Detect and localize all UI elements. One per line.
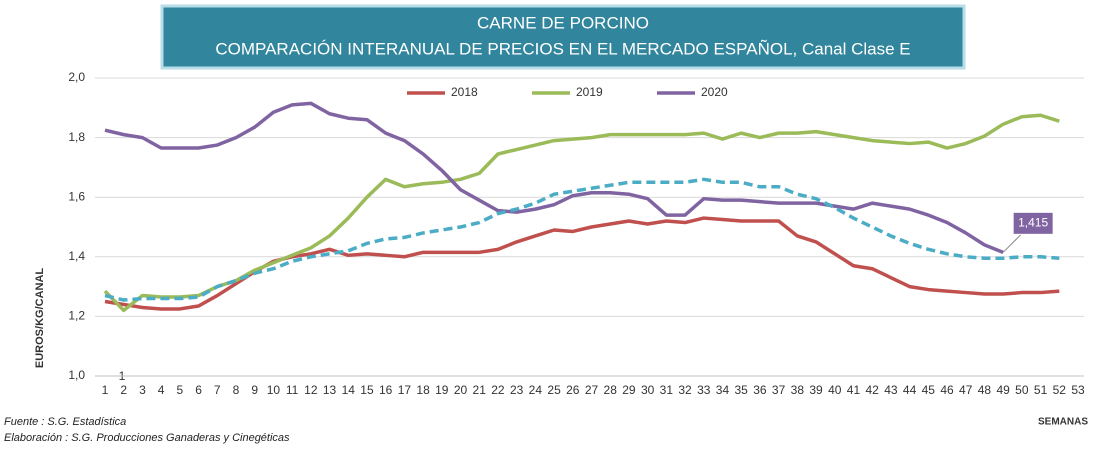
x-tick-label: 30 (641, 383, 655, 397)
x-tick-label: 34 (716, 383, 730, 397)
series-line (104, 177, 1060, 302)
x-tick-label: 48 (978, 383, 992, 397)
x-tick-label: 1 (102, 383, 109, 397)
x-tick-label: 13 (323, 383, 337, 397)
x-tick-label: 43 (884, 383, 898, 397)
y-axis-label: EUROS/KG/CANAL (34, 268, 46, 369)
x-tick-label: 3 (139, 383, 146, 397)
x-tick-label: 49 (996, 383, 1010, 397)
legend-label: 2020 (701, 85, 728, 99)
x-tick-label: 52 (1053, 383, 1067, 397)
x-tick-label: 20 (454, 383, 468, 397)
x-tick-label: 8 (233, 383, 240, 397)
x-tick-label: 5 (177, 383, 184, 397)
x-tick-label: 37 (772, 383, 786, 397)
x-tick-label: 53 (1071, 383, 1085, 397)
x-tick-label: 19 (435, 383, 449, 397)
legend-label: 2019 (576, 85, 603, 99)
x-tick-label: 51 (1034, 383, 1048, 397)
x-tick-label: 45 (922, 383, 936, 397)
x-tick-label: 41 (847, 383, 861, 397)
x-tick-label: 31 (660, 383, 674, 397)
title-box (160, 4, 966, 70)
x-tick-label: 11 (286, 383, 299, 397)
chart-title: CARNE DE PORCINO (477, 13, 649, 32)
chart-subtitle: COMPARACIÓN INTERANUAL DE PRECIOS EN EL … (215, 39, 910, 58)
x-tick-label: 44 (903, 383, 917, 397)
label-box (1012, 211, 1054, 235)
x-tick-label: 32 (678, 383, 692, 397)
x-tick-label: 28 (604, 383, 618, 397)
x-tick-label: 23 (510, 383, 524, 397)
x-tick-label: 25 (547, 383, 561, 397)
x-tick-label: 14 (342, 383, 356, 397)
x-tick-label: 47 (959, 383, 973, 397)
y-tick-label: 1,2 (68, 309, 85, 323)
x-tick-label: 17 (398, 383, 412, 397)
x-tick-label: 40 (828, 383, 842, 397)
x-tick-label: 50 (1015, 383, 1029, 397)
x-tick-label: 42 (865, 383, 879, 397)
x-tick-label: 7 (214, 383, 221, 397)
x-tick-label: 29 (622, 383, 636, 397)
x-tick-label: 33 (697, 383, 711, 397)
legend-label: 2018 (451, 85, 478, 99)
x-tick-label: 24 (529, 383, 543, 397)
x-tick-label: 27 (585, 383, 599, 397)
x-tick-label: 22 (491, 383, 505, 397)
data-label: 1,415 (1018, 216, 1048, 230)
y-tick-label: 1,8 (68, 130, 85, 144)
x-axis-label: SEMANAS (1038, 417, 1088, 428)
x-tick-label: 39 (809, 383, 823, 397)
x-tick-label: 9 (251, 383, 258, 397)
series-line (104, 216, 1060, 311)
y-tick-label: 2,0 (68, 70, 85, 84)
x-tick-label: 10 (267, 383, 281, 397)
x-tick-label: 36 (753, 383, 767, 397)
credit: Elaboración : S.G. Producciones Ganadera… (4, 432, 290, 444)
x-tick-label: 2 (120, 383, 127, 397)
x-tick-label: 18 (416, 383, 430, 397)
x-tick-label: 16 (379, 383, 393, 397)
x-tick-label: 46 (940, 383, 954, 397)
x-tick-label: 6 (195, 383, 202, 397)
x-tick-label: 35 (735, 383, 749, 397)
x-tick-label: 4 (158, 383, 165, 397)
x-tick-label: 12 (304, 383, 318, 397)
y-tick-label: 1,6 (68, 189, 85, 203)
x-tick-label: 26 (566, 383, 580, 397)
series-line (103, 113, 1060, 313)
x-tick-label: 15 (360, 383, 374, 397)
x-tick-label: 38 (791, 383, 805, 397)
series-line (104, 101, 1004, 254)
label-leader (1002, 233, 1022, 253)
source: Fuente : S.G. Estadística (4, 416, 126, 428)
y-tick-label: 1,0 (68, 368, 85, 382)
y-tick-label: 1,4 (68, 249, 85, 263)
x-tick-label: 21 (473, 383, 487, 397)
